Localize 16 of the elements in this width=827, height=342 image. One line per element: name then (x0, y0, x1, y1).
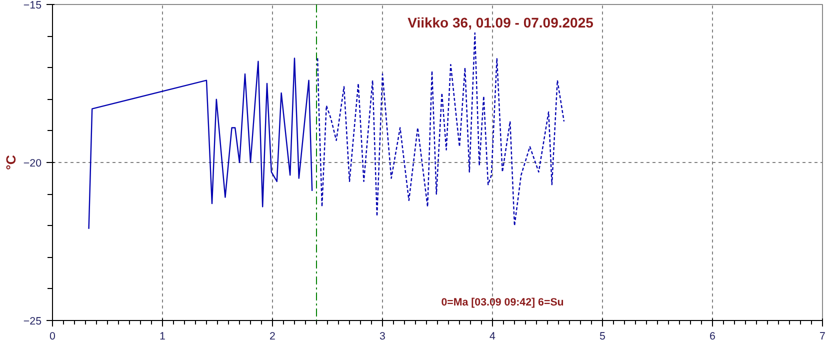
annotation: 0=Ma [03.09 09:42] 6=Su (441, 296, 564, 308)
line-series (88, 58, 313, 230)
y-tick-label: −15 (23, 0, 42, 12)
x-tick-label: 5 (600, 330, 606, 342)
y-tick-label: −20 (23, 158, 42, 170)
x-tick-label: 6 (710, 330, 716, 342)
x-tick-label: 4 (490, 330, 496, 342)
x-tick-label: 7 (820, 330, 826, 342)
y-axis-title: °C (3, 154, 18, 170)
line-series (317, 32, 565, 226)
x-tick-label: 3 (380, 330, 386, 342)
x-tick-label: 2 (270, 330, 276, 342)
x-tick-label: 0 (50, 330, 56, 342)
x-tick-label: 1 (160, 330, 166, 342)
y-tick-label: −25 (23, 316, 42, 328)
text: Viikko 36, 01.09 - 07.09.2025 (408, 14, 594, 30)
